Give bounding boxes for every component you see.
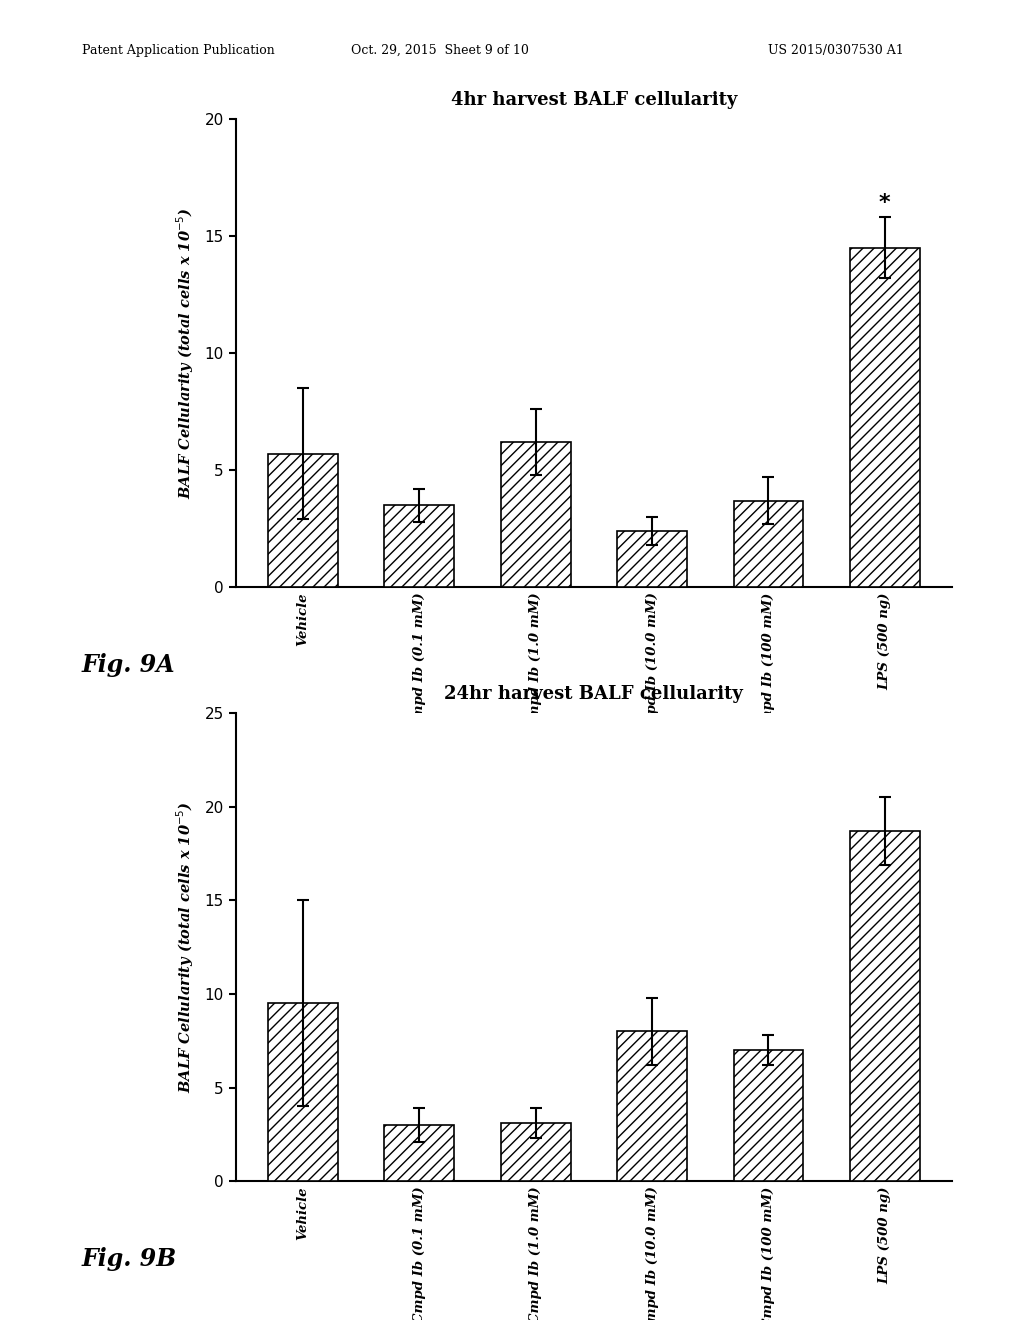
Title: 4hr harvest BALF cellularity: 4hr harvest BALF cellularity: [451, 91, 737, 110]
Bar: [850, 830, 920, 1181]
Bar: [384, 506, 455, 587]
Text: Oct. 29, 2015  Sheet 9 of 10: Oct. 29, 2015 Sheet 9 of 10: [351, 44, 529, 57]
Bar: [733, 500, 804, 587]
Text: Patent Application Publication: Patent Application Publication: [82, 44, 274, 57]
Bar: [268, 1003, 338, 1181]
Bar: [850, 248, 920, 587]
Bar: [384, 1125, 455, 1181]
Text: Fig. 9B: Fig. 9B: [82, 1247, 177, 1271]
Bar: [733, 1051, 804, 1181]
Bar: [617, 1031, 687, 1181]
Bar: [268, 454, 338, 587]
Title: 24hr harvest BALF cellularity: 24hr harvest BALF cellularity: [444, 685, 743, 704]
Y-axis label: BALF Cellularity (total cells x 10$^{-5}$): BALF Cellularity (total cells x 10$^{-5}…: [174, 207, 197, 499]
Text: Fig. 9A: Fig. 9A: [82, 653, 175, 677]
Bar: [501, 1123, 570, 1181]
Bar: [617, 531, 687, 587]
Y-axis label: BALF Cellularity (total cells x 10$^{-5}$): BALF Cellularity (total cells x 10$^{-5}…: [174, 801, 197, 1093]
Text: US 2015/0307530 A1: US 2015/0307530 A1: [768, 44, 904, 57]
Bar: [501, 442, 570, 587]
Text: *: *: [879, 193, 891, 213]
